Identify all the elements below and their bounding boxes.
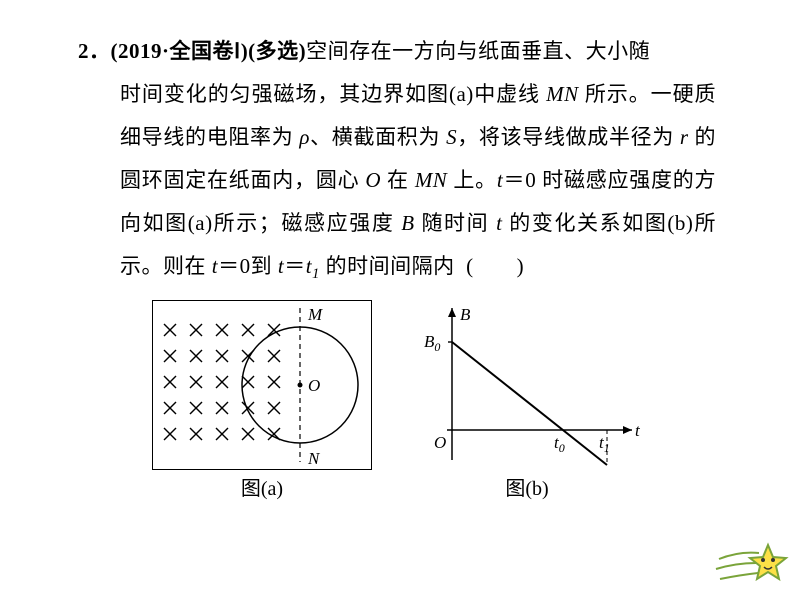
c3: 、横截面积为	[310, 125, 446, 149]
sym-r: r	[680, 125, 689, 149]
figure-b: B B0 Ot0 t1 t 图(b)	[412, 300, 642, 501]
sym-t1: t1	[306, 254, 320, 278]
sym-rho: ρ	[299, 125, 310, 149]
figure-b-caption: 图(b)	[505, 472, 548, 501]
text-1: 空间存在一方向与纸面垂直、大小随	[306, 39, 650, 63]
problem-line-1: 2．(2019·全国卷Ⅰ)(多选)空间存在一方向与纸面垂直、大小随	[78, 30, 716, 73]
sym-b: B	[401, 211, 414, 235]
svg-text:B0: B0	[424, 332, 440, 354]
problem-source: (2019·全国卷Ⅰ)(多选)	[111, 39, 307, 63]
problem-body: 时间变化的匀强磁场，其边界如图(a)中虚线 MN 所示。一硬质细导线的电阻率为 …	[78, 73, 716, 290]
figure-a: M N O 图(a)	[152, 300, 372, 501]
svg-text:M: M	[307, 305, 323, 324]
figure-a-caption: 图(a)	[241, 472, 283, 501]
figure-b-svg: B B0 Ot0 t1 t	[412, 300, 642, 470]
c9: 随时间	[415, 211, 496, 235]
c12: ＝	[284, 254, 306, 278]
sym-mn: MN	[546, 82, 579, 106]
t1-sub: 1	[312, 266, 320, 282]
answer-blank: ( )	[466, 254, 524, 278]
problem-number: 2．	[78, 39, 111, 63]
svg-text:B: B	[460, 305, 471, 324]
figures-row: M N O 图(a) B B0 Ot0 t1 t 图(b)	[0, 300, 794, 501]
star-icon	[704, 526, 794, 596]
c1: 时间变化的匀强磁场，其边界如图(a)中虚线	[120, 82, 546, 106]
sym-o: O	[365, 168, 381, 192]
c6: 在	[381, 168, 415, 192]
c7: 上。	[447, 168, 497, 192]
figure-a-svg: M N O	[152, 300, 372, 470]
svg-text:N: N	[307, 449, 321, 468]
sym-mn2: MN	[415, 168, 448, 192]
sym-s: S	[446, 125, 457, 149]
c4: ，将该导线做成半径为	[457, 125, 680, 149]
svg-text:t0: t0	[554, 433, 565, 455]
c13: 的时间间隔内	[326, 254, 455, 278]
svg-text:O: O	[308, 376, 320, 395]
svg-text:O: O	[434, 433, 446, 452]
svg-text:t1: t1	[599, 433, 610, 455]
c11: ＝0到	[218, 254, 272, 278]
svg-text:t: t	[635, 421, 641, 440]
